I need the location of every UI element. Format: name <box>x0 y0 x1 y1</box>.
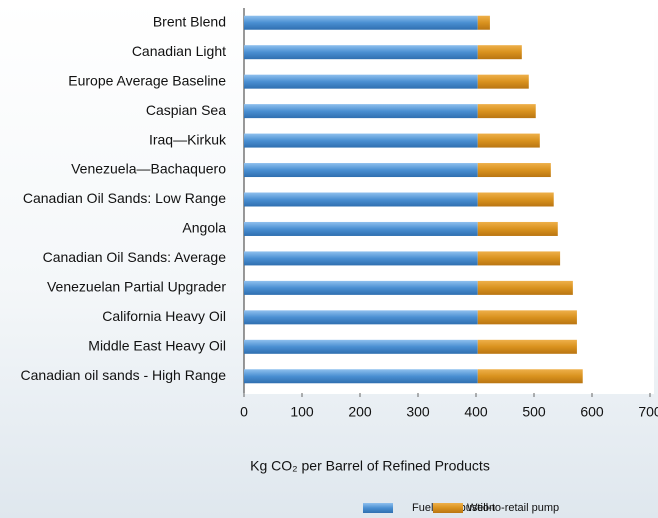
y-tick-label: Canadian oil sands - High Range <box>21 367 227 383</box>
bar-segment <box>244 192 478 207</box>
x-tick-label: 0 <box>240 404 248 420</box>
bar-segment <box>477 221 558 236</box>
y-tick-label: Brent Blend <box>153 13 226 29</box>
x-tick-label: 700 <box>638 404 658 420</box>
x-tick-label: 500 <box>522 404 546 420</box>
x-tick-label: 300 <box>406 404 430 420</box>
x-tick-label: 600 <box>580 404 604 420</box>
y-tick-label: Canadian Oil Sands: Average <box>43 249 227 265</box>
bar-segment <box>244 369 478 384</box>
y-tick-label: Europe Average Baseline <box>68 72 226 88</box>
legend-label: Well-to-retail pump <box>467 502 559 514</box>
bar-segment <box>477 104 536 119</box>
bar-segment <box>244 45 478 60</box>
legend-swatch <box>433 503 463 513</box>
y-tick-label: California Heavy Oil <box>102 308 226 324</box>
bar-segment <box>244 74 478 89</box>
bar-segment <box>244 104 478 119</box>
y-tick-label: Canadian Light <box>132 43 226 59</box>
bar-segment <box>477 369 583 384</box>
y-tick-label: Venezuelan Partial Upgrader <box>47 279 226 295</box>
bar-segment <box>477 251 561 266</box>
bar-segment <box>244 339 478 354</box>
legend-swatch <box>363 503 393 513</box>
bar-segment <box>477 192 554 207</box>
x-tick-label: 400 <box>464 404 488 420</box>
bar-segment <box>244 133 478 148</box>
y-tick-label: Venezuela—Bachaquero <box>71 161 226 177</box>
bar-segment <box>244 251 478 266</box>
x-axis-label: Kg CO₂ per Barrel of Refined Products <box>250 458 490 474</box>
y-tick-label: Iraq—Kirkuk <box>149 131 227 147</box>
bar-segment <box>244 280 478 295</box>
bar-segment <box>477 310 577 325</box>
x-tick-label: 100 <box>290 404 314 420</box>
bar-segment <box>244 221 478 236</box>
y-tick-label: Middle East Heavy Oil <box>88 338 226 354</box>
y-tick-label: Caspian Sea <box>146 102 226 118</box>
bar-segment <box>244 310 478 325</box>
y-tick-label: Angola <box>182 220 226 236</box>
bar-segment <box>477 15 490 30</box>
bar-segment <box>477 163 551 178</box>
bar-segment <box>244 163 478 178</box>
bar-segment <box>477 74 529 89</box>
bar-segment <box>477 133 540 148</box>
bar-segment <box>477 45 522 60</box>
y-tick-label: Canadian Oil Sands: Low Range <box>23 190 226 206</box>
bar-segment <box>477 280 573 295</box>
x-tick-label: 200 <box>348 404 372 420</box>
bar-segment <box>244 15 478 30</box>
bar-segment <box>477 339 577 354</box>
